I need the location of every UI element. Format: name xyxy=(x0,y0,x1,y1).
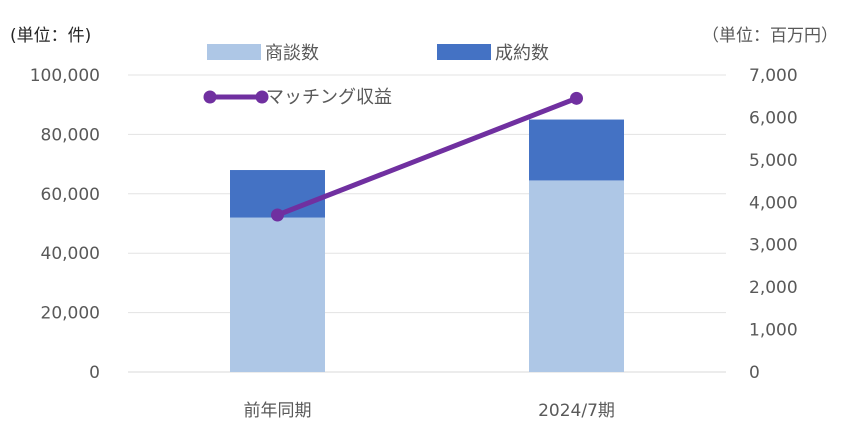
right-tick-label: 6,000 xyxy=(749,108,798,128)
left-tick-label: 100,000 xyxy=(30,66,100,86)
left-axis-ticks: 0 20,000 40,000 60,000 80,000 100,000 xyxy=(30,66,100,383)
right-axis-ticks: 0 1,000 2,000 3,000 4,000 5,000 6,000 7,000 xyxy=(749,66,798,383)
right-tick-label: 0 xyxy=(749,363,760,383)
legend-line-marker xyxy=(255,90,269,104)
bar-segment xyxy=(529,180,624,372)
category-label: 前年同期 xyxy=(244,401,312,421)
line-point xyxy=(570,91,583,105)
bar-segment xyxy=(230,217,325,372)
legend-label: 商談数 xyxy=(265,43,319,64)
left-tick-label: 80,000 xyxy=(41,125,100,145)
left-axis-unit-label: (単位：件) xyxy=(10,26,91,46)
right-axis-unit-label: （単位：百万円） xyxy=(702,26,838,46)
gridlines xyxy=(128,74,726,373)
right-tick-label: 5,000 xyxy=(749,151,798,171)
legend-line-marker xyxy=(203,90,217,104)
legend-label: マッチング収益 xyxy=(266,87,392,108)
right-tick-label: 3,000 xyxy=(749,236,798,256)
left-tick-label: 20,000 xyxy=(41,304,100,324)
legend-label: 成約数 xyxy=(495,43,549,64)
legend-swatch xyxy=(207,44,261,60)
revenue-line xyxy=(271,91,583,222)
left-tick-label: 60,000 xyxy=(41,185,100,205)
line-point xyxy=(271,208,284,222)
category-label: 2024/7期 xyxy=(538,401,615,421)
legend-swatch xyxy=(437,44,491,60)
line-series xyxy=(276,96,578,218)
right-tick-label: 7,000 xyxy=(749,66,798,86)
bars xyxy=(230,119,624,372)
category-labels: 前年同期 2024/7期 xyxy=(244,401,615,421)
right-tick-label: 1,000 xyxy=(749,321,798,341)
right-tick-label: 2,000 xyxy=(749,278,798,298)
left-tick-label: 40,000 xyxy=(41,244,100,264)
left-tick-label: 0 xyxy=(89,363,100,383)
right-tick-label: 4,000 xyxy=(749,193,798,213)
bar-segment xyxy=(529,119,624,181)
